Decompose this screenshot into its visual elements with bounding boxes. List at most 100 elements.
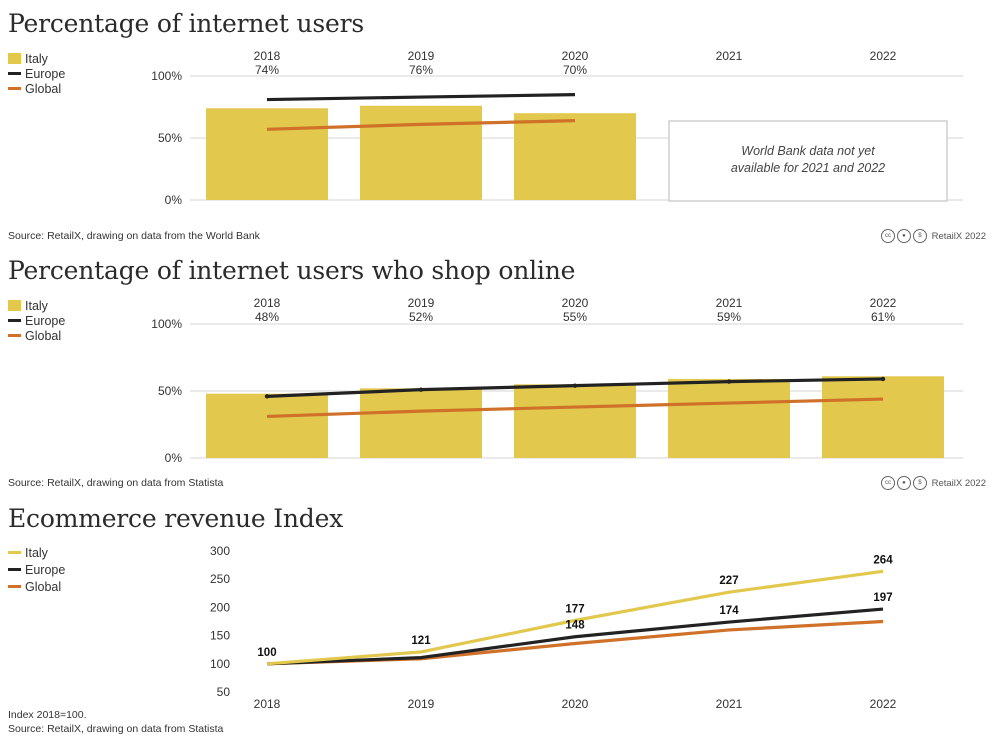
legend-label: Italy — [25, 51, 48, 66]
bar-italy — [668, 378, 790, 458]
value-label: 70% — [563, 63, 587, 77]
bar-italy — [360, 105, 482, 200]
category-label: 2022 — [870, 296, 897, 310]
global-swatch — [8, 87, 21, 90]
data-label: 264 — [873, 554, 893, 566]
europe-swatch — [8, 319, 21, 322]
y-tick-label: 50 — [217, 685, 231, 699]
point-europe — [572, 383, 578, 388]
value-label: 74% — [255, 63, 279, 77]
category-label: 2020 — [562, 697, 589, 711]
value-label: 52% — [409, 310, 433, 324]
legend-label: Global — [25, 328, 62, 343]
chart2-credit: cc ● $ RetailX 2022 — [880, 476, 986, 490]
y-tick-label: 0% — [165, 451, 183, 465]
category-label: 2019 — [408, 296, 435, 310]
legend-item-europe: Europe — [8, 313, 65, 328]
data-label: 148 — [565, 620, 585, 632]
y-tick-label: 100 — [210, 657, 230, 671]
bar-italy — [206, 393, 328, 458]
category-label: 2021 — [716, 49, 743, 63]
nc-icon: $ — [912, 476, 927, 490]
by-icon: ● — [896, 476, 911, 490]
data-label: 227 — [719, 575, 738, 587]
category-label: 2019 — [408, 697, 435, 711]
credit-text: RetailX 2022 — [931, 230, 986, 242]
y-tick-label: 150 — [210, 629, 230, 643]
category-label: 2021 — [716, 697, 743, 711]
point-europe — [880, 376, 886, 382]
value-label: 59% — [717, 310, 741, 324]
chart3-legend: Italy Europe Global — [8, 544, 65, 595]
legend-label: Global — [25, 579, 62, 594]
legend-item-italy: Italy — [8, 51, 65, 66]
category-label: 2022 — [870, 49, 897, 63]
chart1-title: Percentage of internet users — [8, 9, 364, 38]
italy-swatch — [8, 53, 21, 64]
line-europe — [266, 607, 884, 666]
data-label: 177 — [565, 603, 584, 615]
by-icon: ● — [896, 229, 911, 243]
chart2-legend: Italy Europe Global — [8, 298, 65, 343]
line-italy — [266, 569, 884, 666]
bar-italy — [822, 376, 944, 458]
bar-italy — [206, 108, 328, 200]
point-europe — [264, 394, 270, 399]
data-label: 100 — [257, 647, 276, 659]
chart3-source: Source: RetailX, drawing on data from St… — [8, 723, 224, 735]
y-tick-label: 100% — [151, 69, 182, 83]
y-tick-label: 50% — [158, 384, 182, 398]
credit-text: RetailX 2022 — [931, 477, 986, 489]
point-europe — [418, 387, 424, 392]
cc-icon: cc — [880, 229, 895, 243]
category-label: 2022 — [870, 697, 897, 711]
note-box — [668, 120, 948, 202]
line-europe — [266, 93, 576, 102]
category-label: 2018 — [254, 49, 281, 63]
global-swatch — [8, 585, 21, 588]
legend-item-global: Global — [8, 328, 65, 343]
italy-swatch — [8, 300, 21, 311]
category-label: 2020 — [562, 49, 589, 63]
chart2-source: Source: RetailX, drawing on data from St… — [8, 477, 224, 489]
y-tick-label: 250 — [210, 572, 230, 586]
bar-italy — [360, 388, 482, 458]
legend-item-italy: Italy — [8, 298, 65, 313]
chart2-title: Percentage of internet users who shop on… — [8, 256, 576, 285]
chart3-title: Ecommerce revenue Index — [8, 504, 344, 533]
chart3-note: Index 2018=100. — [8, 709, 87, 721]
value-label: 55% — [563, 310, 587, 324]
category-label: 2019 — [408, 49, 435, 63]
legend-label: Global — [25, 81, 62, 96]
value-label: 76% — [409, 63, 433, 77]
point-europe — [726, 379, 732, 384]
y-tick-label: 0% — [165, 193, 183, 207]
legend-label: Italy — [25, 545, 48, 560]
y-tick-label: 300 — [210, 544, 230, 558]
global-swatch — [8, 334, 21, 337]
chart1-legend: Italy Europe Global — [8, 51, 65, 96]
legend-item-europe: Europe — [8, 561, 65, 578]
category-label: 2020 — [562, 296, 589, 310]
legend-label: Europe — [25, 562, 66, 577]
value-label: 61% — [871, 310, 895, 324]
legend-item-europe: Europe — [8, 66, 65, 81]
line-global — [266, 397, 884, 419]
bar-italy — [514, 384, 636, 458]
y-tick-label: 50% — [158, 131, 182, 145]
data-label: 197 — [873, 592, 892, 604]
legend-label: Europe — [25, 66, 66, 81]
legend-item-global: Global — [8, 578, 65, 595]
category-label: 2018 — [254, 296, 281, 310]
nc-icon: $ — [912, 229, 927, 243]
bar-italy — [514, 113, 636, 200]
category-label: 2018 — [254, 697, 281, 711]
chart1-source: Source: RetailX, drawing on data from th… — [8, 230, 260, 242]
legend-label: Italy — [25, 298, 48, 313]
chart1-credit: cc ● $ RetailX 2022 — [880, 229, 986, 243]
legend-item-italy: Italy — [8, 544, 65, 561]
europe-swatch — [8, 72, 21, 75]
